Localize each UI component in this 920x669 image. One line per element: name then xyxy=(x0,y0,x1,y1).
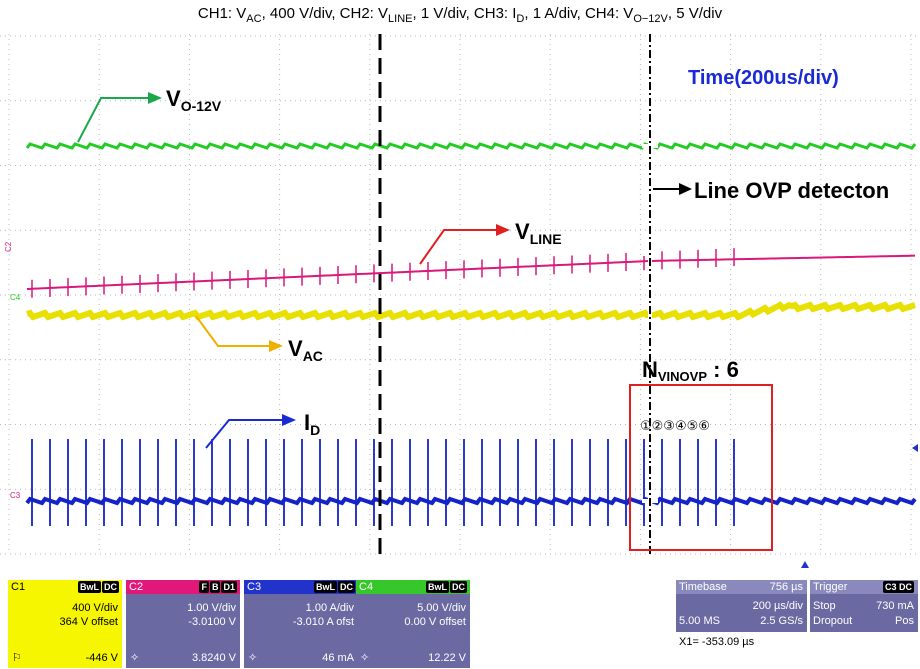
vo-label: VO-12V xyxy=(166,86,222,114)
id-label: ID xyxy=(304,410,320,438)
trigger-box[interactable]: Trigger C3 DC Stop 730 mA Dropout Pos xyxy=(810,580,918,632)
ch3-marker: C3 xyxy=(10,491,21,500)
channel-3-box[interactable]: C3 BwL DC 1.00 A/div -3.010 A ofst ✧ 46 m… xyxy=(244,580,358,668)
timebase-marker xyxy=(801,561,809,568)
channel-1-box[interactable]: C1 BwL DC 400 V/div 364 V offset ⚐ -446 V xyxy=(8,580,122,668)
vac-label: VAC xyxy=(288,336,323,364)
channel-4-icon: ✧ xyxy=(360,652,370,664)
ch3-pulses xyxy=(31,439,735,526)
timebase-box[interactable]: Timebase 756 µs 200 µs/div 5.00 MS 2.5 G… xyxy=(676,580,807,632)
ch1-trace xyxy=(26,301,916,321)
ovp-pulses-box xyxy=(629,384,773,551)
scope-status-panel: C1 BwL DC 400 V/div 364 V offset ⚐ -446 V… xyxy=(0,576,920,669)
cursor-readout: X1= -353.09 µs xyxy=(679,636,755,648)
id-arrow xyxy=(205,419,283,449)
ch2-spikes xyxy=(31,248,735,298)
vo-arrow xyxy=(77,97,150,143)
ch4-trace xyxy=(25,142,917,150)
ch2-marker: C2 xyxy=(4,241,13,252)
channel-1-icon: ⚐ xyxy=(12,652,22,664)
time-label: Time(200us/div) xyxy=(688,67,839,89)
figure-caption: CH1: VAC, 400 V/div, CH2: VLINE, 1 V/div… xyxy=(197,5,723,25)
nvinovp-label: NVINOVP : 6 xyxy=(642,357,739,384)
oscilloscope-screen: C2 C4 C3 Time(200us/div) VO-12V VLINE VA… xyxy=(0,34,920,574)
channel-3-icon: ✧ xyxy=(248,652,258,664)
channel-4-box[interactable]: C4 BwL DC 5.00 V/div 0.00 V offset ✧ 12.2… xyxy=(356,580,470,668)
ch4-marker: C4 xyxy=(10,293,21,302)
ovp-label: Line OVP detecton xyxy=(694,178,889,203)
graticule xyxy=(0,34,920,555)
channel-2-icon: ✧ xyxy=(130,652,140,664)
vline-label: VLINE xyxy=(515,219,562,247)
pulse-numbers: ①②③④⑤⑥ xyxy=(640,419,710,434)
ch3-trace xyxy=(25,496,917,506)
ch2-trace xyxy=(26,254,916,290)
vline-arrow xyxy=(419,229,497,265)
channel-2-box[interactable]: C2 F B D1 1.00 V/div -3.0100 V ✧ 3.8240 V xyxy=(126,580,240,668)
vac-arrow xyxy=(195,315,270,347)
trigger-marker xyxy=(912,444,918,452)
